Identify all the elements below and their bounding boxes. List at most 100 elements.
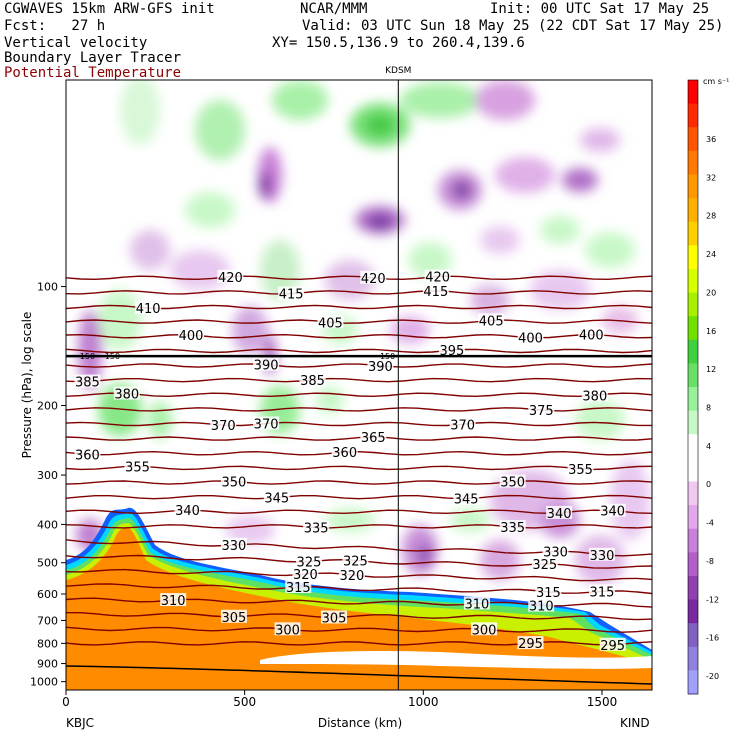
header-field-vertical-velocity: Vertical velocity <box>4 35 148 51</box>
colorbar-tick-label: -12 <box>706 595 719 604</box>
isentrope-label-325: 325 <box>297 556 322 571</box>
isentrope-label-bg <box>278 286 305 300</box>
y-tick-label: 500 <box>37 557 58 570</box>
isentrope-400 <box>66 333 652 339</box>
colorbar-swatch <box>688 80 698 105</box>
isentrope-label-360: 360 <box>332 446 357 461</box>
vertical-velocity-cell <box>562 168 598 192</box>
isentrope-label-bg <box>178 328 205 342</box>
isentrope-label-bg <box>588 584 615 598</box>
vertical-velocity-cell <box>575 400 625 440</box>
isentrope-label-330: 330 <box>590 549 615 564</box>
y-tick-label: 200 <box>37 399 58 412</box>
x-start-label: KBJC <box>66 716 94 730</box>
isentrope-label-bg <box>424 269 451 283</box>
tropopause-label: 150 <box>105 352 120 361</box>
isentrope-350 <box>66 480 652 485</box>
isentrope-label-405: 405 <box>318 316 343 331</box>
colorbar-tick-label: -4 <box>706 519 714 528</box>
isentrope-label-bg <box>528 403 555 417</box>
isentrope-label-415: 415 <box>279 288 304 303</box>
isentrope-label-320: 320 <box>339 569 364 584</box>
y-axis-label: Pressure (hPa), log scale <box>20 312 34 459</box>
isentrope-label-bg <box>174 503 201 517</box>
colorbar-swatch <box>688 245 698 270</box>
vertical-velocity-cell <box>470 285 510 315</box>
isentrope-label-305: 305 <box>322 611 347 626</box>
y-tick-label: 600 <box>37 588 58 601</box>
tropopause-label: 150 <box>380 352 395 361</box>
isentrope-label-bg <box>517 330 544 344</box>
isentrope-label-bg <box>438 343 465 357</box>
isentrope-405 <box>66 319 652 324</box>
isentrope-label-325: 325 <box>532 558 557 573</box>
isentrope-355 <box>66 465 652 471</box>
isentrope-label-390: 390 <box>368 360 393 375</box>
isentrope-label-390: 390 <box>254 359 279 374</box>
isentrope-label-bg <box>253 416 280 430</box>
isentrope-label-bg <box>449 417 476 431</box>
isentrope-label-340: 340 <box>600 505 625 520</box>
header-init: Init: 00 UTC Sat 17 May 25 <box>490 1 710 17</box>
isentrope-label-310: 310 <box>465 597 490 612</box>
isentrope-label-330: 330 <box>543 545 568 560</box>
vertical-velocity-cell <box>480 226 520 254</box>
vertical-velocity-cell <box>602 306 638 334</box>
isentrope-label-295: 295 <box>600 639 625 654</box>
isentrope-label-bg <box>274 622 301 636</box>
isentrope-label-bg <box>531 556 558 570</box>
plot-frame <box>65 79 653 691</box>
isentrope-label-315: 315 <box>286 581 311 596</box>
colorbar-swatch <box>688 670 698 695</box>
colorbar-swatch <box>688 505 698 530</box>
y-tick-label: 100 <box>37 281 58 294</box>
isentrope-label-bg <box>299 372 326 386</box>
colorbar-swatch <box>688 363 698 388</box>
isentrope-345 <box>66 494 652 500</box>
isentrope-label-bg <box>210 418 237 432</box>
colorbar-tick-label: 16 <box>706 327 716 336</box>
isentrope-label-bg <box>292 567 319 581</box>
isentrope-label-300: 300 <box>472 623 497 638</box>
isentrope-label-bg <box>499 474 526 488</box>
header-field-potential-temperature: Potential Temperature <box>4 65 182 81</box>
tropopause-label: 150 <box>80 352 95 361</box>
vertical-velocity-cell <box>366 115 394 135</box>
tracer-gap <box>260 650 652 669</box>
isentrope-label-bg <box>320 610 347 624</box>
vertical-velocity-cell <box>408 242 452 278</box>
isentrope-label-bg <box>217 269 244 283</box>
colorbar-swatch <box>688 457 698 482</box>
vertical-velocity-cell <box>130 230 170 270</box>
x-tick-label: 0 <box>62 695 70 709</box>
isentrope-365 <box>66 436 652 441</box>
isentrope-label-bg <box>463 596 490 610</box>
isentrope-label-bg <box>535 585 562 599</box>
isentrope-label-bg <box>295 554 322 568</box>
vertical-velocity-cell <box>78 310 102 390</box>
isentrope-label-320: 320 <box>293 568 318 583</box>
isentrope-label-bg <box>599 637 626 651</box>
isentrope-label-315: 315 <box>590 585 615 600</box>
colorbar-tick-label: -8 <box>706 557 714 566</box>
isentrope-label-415: 415 <box>423 285 448 300</box>
vertical-velocity-cell <box>400 82 480 118</box>
isentrope-415 <box>66 290 652 295</box>
y-tick-label: 1000 <box>30 676 58 689</box>
isentrope-label-bg <box>220 537 247 551</box>
isentrope-label-bg <box>360 270 387 284</box>
colorbar-tick-label: 28 <box>706 212 716 221</box>
isentrope-label-bg <box>338 567 365 581</box>
vertical-velocity-cell <box>272 80 328 120</box>
x-tick-label: 1000 <box>408 695 439 709</box>
colorbar-swatch <box>688 339 698 364</box>
vertical-velocity-cell <box>540 216 580 244</box>
isentrope-label-300: 300 <box>275 623 300 638</box>
isentrope-360 <box>66 450 652 456</box>
isentrope-label-335: 335 <box>304 522 329 537</box>
y-tick-label: 900 <box>37 658 58 671</box>
colorbar-tick-label: 24 <box>706 250 716 259</box>
isentrope-label-bg <box>581 388 608 402</box>
isentrope-label-360: 360 <box>75 448 100 463</box>
